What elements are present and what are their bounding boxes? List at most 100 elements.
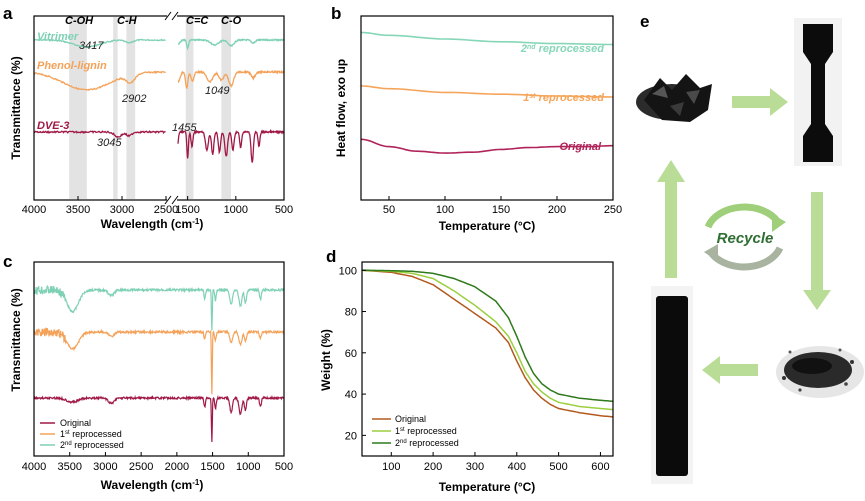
x-tick-label: 400 xyxy=(508,461,526,473)
y-tick-label: 80 xyxy=(345,307,357,319)
series-name-dve-3: DVE-3 xyxy=(37,120,69,132)
tga-curve-rep2 xyxy=(362,269,613,403)
x-tick-label: 600 xyxy=(591,461,609,473)
annotation: 3045 xyxy=(97,137,122,149)
spectrum-vitrimer xyxy=(34,38,166,49)
panel-label-d: d xyxy=(326,247,336,266)
series-name-vitrimer: Vitrimer xyxy=(37,31,79,43)
x-axis-label-a: Wavelength (cm-1) xyxy=(101,217,204,232)
shaded-band xyxy=(185,17,194,199)
x-tick-label: 150 xyxy=(492,204,510,216)
x-tick-label: 4000 xyxy=(22,461,46,473)
powder-image xyxy=(776,346,864,398)
y-axis-label-b: Heat flow, exo up xyxy=(334,59,348,157)
x-axis-label-d: Temperature (°C) xyxy=(439,480,536,494)
y-tick-label: 40 xyxy=(345,389,357,401)
series-group-b xyxy=(361,31,613,154)
legend-item-1st: 1st reprocessed xyxy=(60,429,122,439)
panel-label-a: a xyxy=(3,4,13,23)
plot-frame-a xyxy=(33,15,285,201)
y-axis-label-c: Transmittance (%) xyxy=(9,288,23,391)
x-tick-label: 3500 xyxy=(66,204,90,216)
plot-frame-c xyxy=(33,261,285,457)
x-tick-label: 500 xyxy=(275,204,293,216)
legend-item-2nd: 2nd reprocessed xyxy=(60,440,124,450)
legend-d: Original 1st reprocessed 2nd reprocessed xyxy=(372,414,459,448)
tga-curve-original xyxy=(362,269,613,418)
x-tick-label: 200 xyxy=(548,204,566,216)
x-axis-label-c: Wavelength (cm-1) xyxy=(101,478,204,493)
band-label: C=C xyxy=(186,15,209,27)
x-tick-label: 500 xyxy=(275,461,293,473)
series-group-d xyxy=(362,269,613,418)
x-tick-label: 2000 xyxy=(165,461,189,473)
series-label-1st: 1st reprocessed xyxy=(523,92,604,104)
spectrum-phenol-lignin xyxy=(34,70,166,92)
legend-c: Original 1st reprocessed 2nd reprocessed xyxy=(40,418,124,450)
tga-curve-rep1 xyxy=(362,269,613,411)
legend-item-original: Original xyxy=(395,414,426,424)
series-label-original: Original xyxy=(559,141,602,153)
band-label: C-OH xyxy=(65,15,94,27)
x-tick-label: 1500 xyxy=(175,204,199,216)
shaded-bands xyxy=(69,17,231,199)
y-axis-label-a: Transmittance (%) xyxy=(9,56,23,159)
shaded-band xyxy=(69,17,87,199)
x-tick-label: 500 xyxy=(549,461,567,473)
annotation: 3417 xyxy=(79,40,104,52)
series-group-a xyxy=(34,37,284,163)
plot-frame-b xyxy=(360,15,614,201)
shaded-band xyxy=(126,17,136,199)
x-tick-label: 1000 xyxy=(224,204,248,216)
shaded-band xyxy=(113,17,118,199)
spectrum-rep1 xyxy=(34,327,284,395)
x-tick-label: 100 xyxy=(436,204,454,216)
band-label: C-O xyxy=(221,15,242,27)
panel-label-c: c xyxy=(3,252,12,271)
x-tick-label: 50 xyxy=(383,204,395,216)
x-tick-label: 2500 xyxy=(129,461,153,473)
spectrum-vitrimer xyxy=(177,37,284,51)
spectrum-dve-3 xyxy=(177,128,284,163)
spectrum-original xyxy=(34,394,284,443)
legend-item-original: Original xyxy=(60,418,91,428)
x-tick-label: 3000 xyxy=(110,204,134,216)
annotation: 1049 xyxy=(205,85,229,97)
process-arrows xyxy=(657,88,831,384)
arrow-down-icon xyxy=(803,192,831,310)
y-tick-label: 20 xyxy=(345,430,357,442)
arrow-right-icon xyxy=(732,88,788,116)
x-ticks-b: 50 100 150 200 250 xyxy=(383,196,622,216)
y-tick-label: 100 xyxy=(339,265,357,277)
series-name-phenol-lignin: Phenol-lignin xyxy=(37,60,107,72)
pressed-bar-image xyxy=(651,286,693,484)
shaded-band xyxy=(221,17,231,199)
annotation: 1455 xyxy=(172,122,197,134)
spectrum-dve-3 xyxy=(34,130,166,139)
plot-frame-d xyxy=(361,261,614,457)
recycle-icon xyxy=(704,203,786,271)
x-axis-label-b: Temperature (°C) xyxy=(439,219,536,233)
x-tick-label: 1000 xyxy=(236,461,260,473)
spectrum-phenol-lignin xyxy=(177,69,284,89)
y-axis-label-d: Weight (%) xyxy=(319,329,333,391)
ticks-d: 100 200 300 400 500 600 20 40 60 80 100 xyxy=(339,265,610,473)
panel-label-b: b xyxy=(331,4,341,23)
arrow-left-icon xyxy=(702,356,758,384)
x-tick-label: 1500 xyxy=(200,461,224,473)
x-tick-label: 3000 xyxy=(93,461,117,473)
y-tick-label: 60 xyxy=(345,348,357,360)
x-tick-label: 3500 xyxy=(57,461,81,473)
legend-item-1st: 1st reprocessed xyxy=(395,426,457,436)
axis-break xyxy=(164,11,179,205)
x-tick-label: 250 xyxy=(604,204,622,216)
dsc-curve-original xyxy=(361,138,613,154)
dsc-curve-rep1 xyxy=(361,85,613,98)
spectrum-rep2 xyxy=(34,285,284,331)
x-tick-label: 100 xyxy=(382,461,400,473)
annotation: 2902 xyxy=(121,93,146,105)
x-tick-label: 200 xyxy=(424,461,442,473)
legend-item-2nd: 2nd reprocessed xyxy=(395,438,459,448)
